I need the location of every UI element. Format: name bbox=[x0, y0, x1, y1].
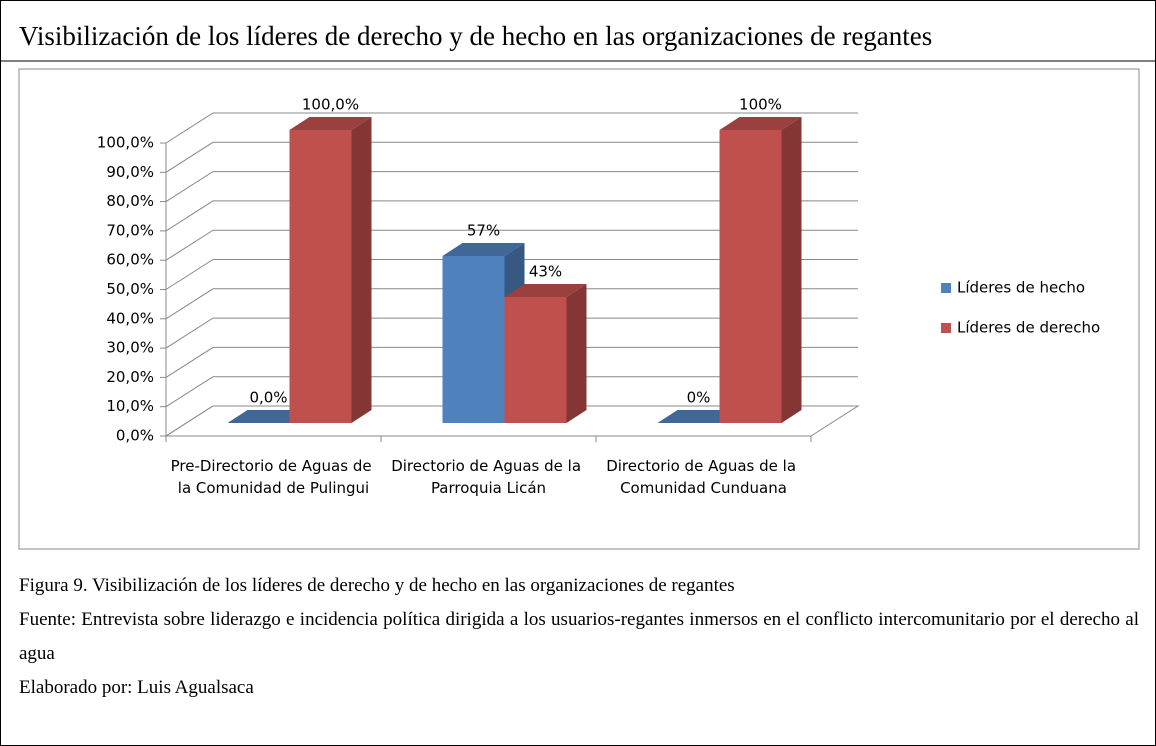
y-tick-label: 40,0% bbox=[106, 309, 154, 327]
source: Fuente: Entrevista sobre liderazgo e inc… bbox=[19, 609, 1139, 664]
grid-line bbox=[165, 317, 858, 349]
y-tick-label: 100,0% bbox=[97, 134, 154, 152]
author: Elaborado por: Luis Agualsaca bbox=[19, 677, 254, 698]
grid-line bbox=[165, 376, 858, 408]
chart-title: Visibilización de los líderes de derecho… bbox=[19, 21, 932, 51]
y-tick-label: 10,0% bbox=[106, 397, 154, 415]
grid-line bbox=[165, 259, 858, 290]
data-label: 100% bbox=[739, 96, 782, 114]
caption: Figura 9. Visibilización de los líderes … bbox=[19, 575, 735, 596]
bar-face bbox=[504, 284, 587, 298]
y-tick-label: 80,0% bbox=[106, 192, 154, 210]
x-tick-label: Directorio de Aguas de la Comunidad Cund… bbox=[606, 457, 801, 497]
y-tick-label: 20,0% bbox=[106, 368, 154, 386]
bar-face bbox=[442, 255, 505, 423]
bar bbox=[227, 410, 310, 423]
x-tick-label: Directorio de Aguas de la Parroquia Licá… bbox=[391, 457, 586, 497]
bar-face bbox=[504, 297, 567, 423]
grid-line bbox=[165, 229, 858, 261]
y-tick-label: 70,0% bbox=[106, 221, 154, 239]
chart: Visibilización de los líderes de derecho… bbox=[1, 21, 1155, 550]
data-label: 43% bbox=[529, 263, 562, 281]
bar-face bbox=[289, 117, 372, 130]
grid-line bbox=[165, 112, 858, 144]
y-tick-label: 0,0% bbox=[116, 427, 154, 445]
grid-line bbox=[165, 288, 858, 320]
data-label: 0,0% bbox=[249, 389, 287, 407]
bar bbox=[504, 284, 587, 423]
grid-line bbox=[165, 405, 858, 437]
bar-face bbox=[719, 130, 782, 423]
grid-line bbox=[165, 171, 858, 203]
data-label: 57% bbox=[467, 221, 500, 239]
bar-face bbox=[289, 130, 352, 423]
bar bbox=[657, 410, 740, 423]
legend-swatch bbox=[941, 323, 951, 333]
bar-face bbox=[781, 117, 802, 423]
legend-swatch bbox=[941, 283, 951, 293]
legend-label: Líderes de hecho bbox=[957, 279, 1085, 297]
legend-label: Líderes de derecho bbox=[957, 319, 1100, 337]
bar-face bbox=[657, 410, 740, 423]
bar-face bbox=[351, 117, 372, 423]
bar-face bbox=[719, 117, 802, 130]
y-tick-label: 50,0% bbox=[106, 280, 154, 298]
bar-face bbox=[442, 242, 525, 256]
bar-face bbox=[566, 284, 587, 423]
grid-line bbox=[165, 346, 858, 378]
y-tick-label: 60,0% bbox=[106, 251, 154, 269]
y-tick-label: 90,0% bbox=[106, 163, 154, 181]
x-tick-label: Pre-Directorio de Aguas de la Comunidad … bbox=[171, 457, 377, 497]
data-label: 0% bbox=[687, 389, 711, 407]
bar-face bbox=[227, 410, 310, 423]
bar bbox=[719, 117, 802, 423]
grid-line bbox=[165, 141, 858, 173]
data-label: 100,0% bbox=[302, 96, 359, 114]
grid-line bbox=[165, 200, 858, 232]
y-tick-label: 30,0% bbox=[106, 339, 154, 357]
bar bbox=[289, 117, 372, 423]
